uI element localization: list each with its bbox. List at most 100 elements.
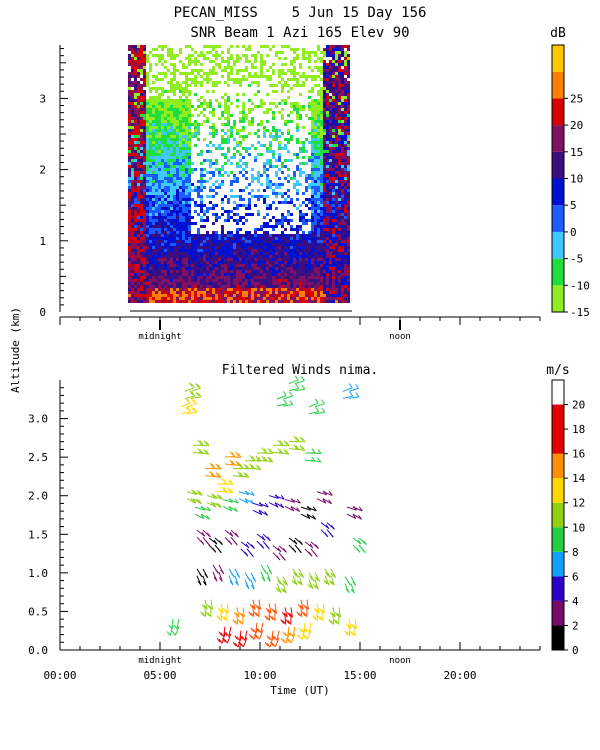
winds-x-tick-label: 15:00 — [343, 669, 376, 682]
wind-barbs — [166, 375, 367, 648]
wind-barb — [298, 575, 303, 586]
wind-barb — [212, 495, 223, 500]
wind-barb — [274, 637, 280, 648]
winds-y-tick-label: 2.0 — [28, 490, 48, 503]
wind-barb — [346, 513, 357, 520]
wind-barb — [244, 498, 254, 505]
noon-label-top: noon — [389, 332, 411, 342]
snr-colorbar-tick-label: -10 — [570, 279, 590, 292]
winds-colorbar-segment — [552, 527, 564, 552]
wind-barb — [186, 498, 197, 504]
wind-barb — [294, 380, 305, 385]
wind-barb — [258, 502, 269, 508]
winds-colorbar-segment — [552, 453, 564, 479]
wind-barb — [268, 502, 279, 508]
wind-barb — [322, 498, 332, 505]
wind-barb — [348, 396, 359, 399]
wind-barb — [294, 388, 305, 392]
snr-colorbar-tick-label: 15 — [570, 146, 583, 159]
wind-barb — [284, 607, 288, 618]
wind-barb — [210, 599, 213, 610]
wind-barb — [238, 491, 249, 496]
wind-barb — [282, 404, 293, 407]
wind-barb — [290, 498, 301, 504]
wind-barb — [308, 410, 319, 415]
wind-barb — [316, 610, 319, 621]
wind-barb — [322, 491, 333, 496]
wind-barb — [206, 495, 217, 500]
wind-barb — [285, 633, 290, 644]
wind-barb — [300, 599, 304, 610]
wind-barb — [348, 618, 352, 629]
wind-barb — [306, 599, 309, 610]
wind-barb — [310, 459, 321, 463]
winds-colorbar-segment — [552, 576, 564, 601]
wind-barb — [284, 505, 295, 512]
wind-barb — [276, 403, 287, 407]
wind-barb — [306, 513, 316, 520]
wind-barb — [221, 633, 226, 644]
winds-colorbar-segment — [552, 404, 564, 454]
wind-barb — [348, 625, 351, 637]
wind-barb — [268, 603, 272, 614]
winds-colorbar-segment — [552, 625, 564, 650]
wind-barb — [316, 491, 327, 496]
wind-barb — [282, 583, 287, 594]
wind-barb — [242, 607, 245, 618]
wind-barb — [290, 505, 300, 512]
snr-colorbar-segment — [552, 71, 564, 99]
wind-barb — [294, 448, 305, 451]
wind-barb — [194, 506, 205, 511]
wind-barb — [352, 506, 363, 512]
wind-barb — [238, 498, 249, 504]
wind-barb — [192, 498, 202, 505]
snr-colorbar-segment — [552, 151, 564, 179]
wind-barb — [266, 571, 271, 582]
wind-barb — [252, 509, 263, 516]
snr-colorbar-unit: dB — [550, 26, 566, 41]
wind-barb — [314, 411, 325, 415]
wind-barb — [278, 451, 289, 455]
wind-barb — [346, 506, 357, 511]
wind-barb — [253, 629, 258, 640]
wind-barb — [244, 630, 248, 641]
wind-barb — [301, 629, 306, 640]
wind-barb — [186, 403, 197, 408]
wind-barb — [212, 502, 222, 509]
wind-barb — [284, 614, 287, 625]
wind-barb — [237, 637, 242, 648]
snr-colorbar-tick-label: 20 — [570, 119, 583, 132]
wind-barb — [252, 599, 256, 610]
wind-barb — [180, 410, 191, 415]
wind-barb — [250, 467, 261, 471]
snr-colorbar-tick-label: 10 — [570, 173, 583, 186]
wind-barb — [308, 402, 319, 408]
winds-colorbar-tick-label: 4 — [572, 595, 579, 608]
winds-x-tick-label: 10:00 — [243, 669, 276, 682]
snr-y-tick-label: 2 — [39, 164, 46, 177]
winds-x-tick-label: 00:00 — [43, 669, 76, 682]
wind-barb — [204, 599, 208, 610]
wind-barb — [352, 513, 362, 520]
wind-barb — [332, 607, 336, 618]
winds-y-tick-label: 0.5 — [28, 605, 48, 618]
winds-y-tick-label: 1.0 — [28, 567, 48, 580]
snr-y-tick-label: 1 — [39, 235, 46, 248]
wind-barb — [274, 495, 285, 500]
winds-colorbar-segment — [552, 551, 564, 577]
noon-label-bottom: noon — [389, 656, 411, 666]
wind-barb — [290, 633, 296, 644]
midnight-label-top: midnight — [138, 332, 181, 342]
wind-barb — [194, 513, 205, 520]
wind-barb — [338, 607, 341, 618]
wind-barb — [258, 509, 268, 516]
wind-barb — [250, 579, 255, 590]
wind-barb — [220, 603, 224, 614]
snr-colorbar-segment — [552, 45, 564, 72]
wind-barb — [290, 607, 293, 618]
wind-barb — [226, 603, 229, 614]
wind-barb — [174, 625, 180, 636]
wind-barb — [228, 498, 239, 504]
figure-title-line2: SNR Beam 1 Azi 165 Elev 90 — [190, 25, 409, 41]
